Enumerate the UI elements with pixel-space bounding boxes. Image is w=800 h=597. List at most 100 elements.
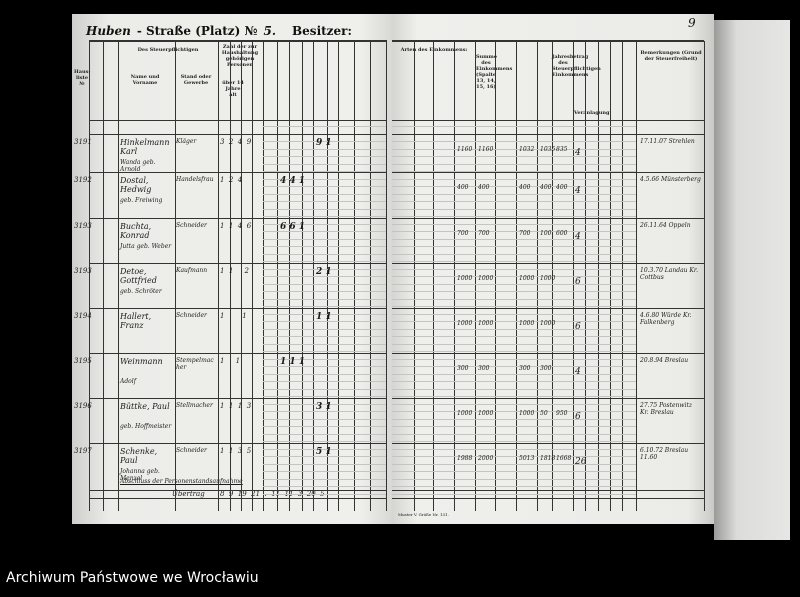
ruled-line [392,253,636,255]
row-divider [392,398,704,399]
ruled-line [263,291,386,292]
row-divider [89,172,387,173]
count-marks: 9 1 [316,138,332,148]
column-line [118,41,119,511]
ruled-line [392,336,636,337]
household-counts: 1 1 1 3 [220,402,252,410]
row-divider [392,172,704,173]
income-value: 1000 [519,275,535,282]
income-value: 100 [540,230,552,237]
ruled-line [392,171,636,172]
taxpayer-name: Detoe, Gottfried [120,267,157,285]
ruled-line [392,403,636,405]
sum-divider [392,498,704,499]
ruled-line [392,193,636,195]
remark: 6.10.72 Breslau 11.60 [640,447,689,461]
ruled-line [392,298,636,300]
income-value: 1000 [519,320,535,327]
assessment-header: Veranlagung [574,110,610,116]
ruled-line [392,426,636,427]
income-value: 1000 [457,410,473,417]
ruled-line [263,486,386,487]
taxpayer-sub: Johanna geb. Menzel [120,468,160,482]
count-marks: 4 4 1 [280,176,306,186]
income-value: 400 [519,184,531,191]
row-number: 3196 [74,402,92,410]
ruled-line [263,216,386,217]
ruled-line [263,208,386,210]
taxpayer-name: Dostal, Hedwig [120,176,152,194]
column-line [252,41,253,511]
column-line [386,41,387,511]
page-title: Huben - Straße (Platz) № 5. Besitzer: [86,24,352,38]
ruled-line [263,141,386,142]
income-value: 400 [556,184,568,191]
remark: 26.11.64 Oppeln [640,222,691,229]
ruled-line [392,493,636,495]
income-value: 2000 [478,455,494,462]
ruled-line [392,148,636,150]
row-divider [89,490,387,491]
ruled-line [392,163,636,165]
ruled-line [263,336,386,337]
page-number: 9 [688,16,696,30]
ruled-line [392,411,636,412]
stand-header: Stand oder Gewerbe [180,74,212,86]
income-value: 600 [556,230,568,237]
count-marks: 5 1 [316,447,332,457]
income-value: 1035 [540,146,556,153]
ruled-line [392,471,636,472]
ruled-line [263,418,386,420]
left-page: Huben - Straße (Platz) № 5. Besitzer: De… [72,14,392,524]
count-marks: 2 1 [316,267,332,277]
row-number: 3194 [74,312,92,320]
ruled-line [263,276,386,277]
tax-rate: 4 [575,148,581,158]
household-counts: 1 1 2 [220,267,249,275]
ruled-line [263,313,386,315]
row-number: 3192 [74,176,92,184]
taxpayer-sub: Wanda geb. Arnold [120,159,156,173]
household-counts: 1 2 4 [220,176,243,184]
street-label: - Straße (Platz) № [136,24,258,38]
row-divider [89,134,387,135]
income-value: 1668 [556,455,572,462]
row-number: 3191 [74,138,92,146]
ruled-line [392,433,636,435]
ruled-line [392,283,636,285]
column-number-rule [392,120,704,121]
tax-rate: 4 [575,186,581,196]
ruled-line [263,403,386,405]
ruled-line [392,313,636,315]
income-value: 1160 [457,146,473,153]
ruled-line [263,231,386,232]
ruled-line [392,156,636,157]
column-line [636,41,637,511]
ruled-line [263,328,386,330]
taxpayer-sub: Adolf [120,378,136,385]
form-number: Muster V. Größe Nr. 131. [398,512,449,517]
ruled-line [263,388,386,390]
income-value: 5013 [519,455,535,462]
ruled-line [263,366,386,367]
row-divider [89,218,387,219]
ruled-line [263,261,386,262]
ruled-line [392,478,636,480]
ruled-line [263,448,386,450]
row-divider [392,134,704,135]
income-types-header: Arten des Einkommens: [400,47,468,53]
row-divider [392,490,704,491]
ruled-line [263,396,386,397]
household-counts: 1 1 [220,357,241,365]
ruled-line [392,291,636,292]
taxpayer-name: Büttke, Paul [120,402,170,411]
income-value: 50 [540,410,548,417]
ruled-line [263,358,386,360]
household-counts: 1 1 [220,312,247,320]
ruled-line [392,456,636,457]
ruled-line [263,246,386,247]
ruled-line [392,216,636,217]
income-value: 950 [556,410,568,417]
taxpayer-sub: geb. Freiwing [120,197,163,204]
ruled-line [263,471,386,472]
